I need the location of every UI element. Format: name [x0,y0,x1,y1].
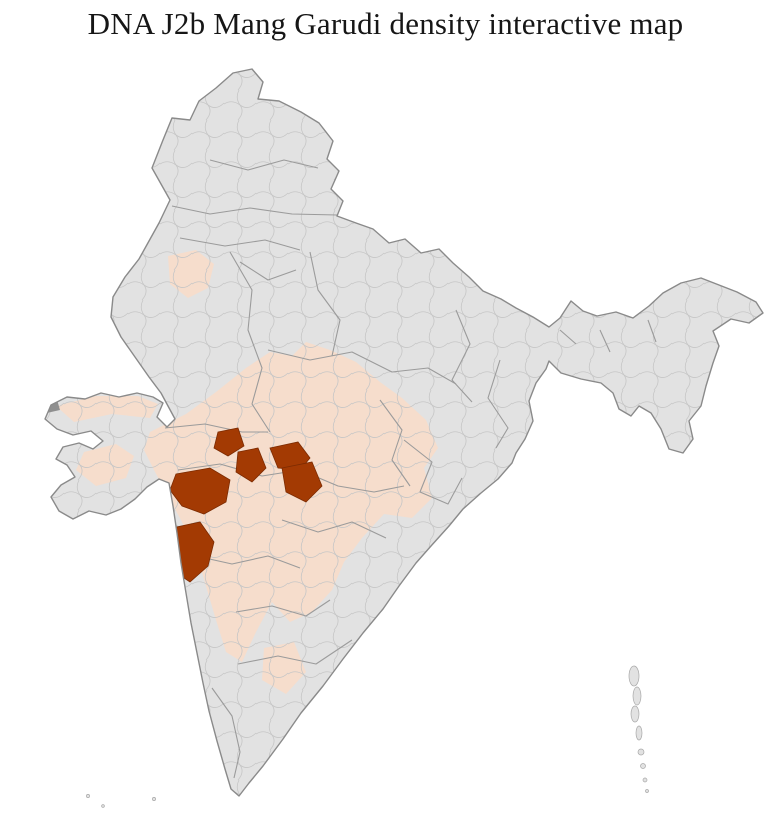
high-density-district[interactable] [169,467,231,515]
high-density-district[interactable] [213,427,245,457]
urban-district[interactable] [536,448,560,472]
andaman-nicobar-islands[interactable] [628,665,649,793]
high-density-district[interactable] [281,461,323,503]
high-density-district[interactable] [235,447,267,483]
lakshadweep-islands[interactable] [86,794,156,808]
page-title: DNA J2b Mang Garudi density interactive … [87,6,684,41]
